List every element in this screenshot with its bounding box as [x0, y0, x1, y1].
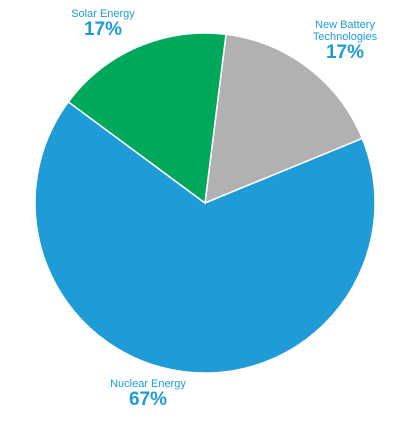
pie-slice — [67, 32, 227, 205]
value-label: 17% — [325, 42, 365, 64]
pie-slice — [204, 33, 364, 205]
value-label: 67% — [128, 389, 168, 411]
category-name: Solar Energy — [71, 8, 135, 20]
category-name: Nuclear Energy — [110, 378, 186, 390]
slice-label: Solar Energy 17% — [43, 8, 163, 41]
value-label: 17% — [83, 19, 123, 41]
slice-label: Nuclear Energy 67% — [78, 378, 218, 411]
slice-label: New Battery Technologies 17% — [290, 19, 400, 64]
category-name: New Battery Technologies — [312, 19, 378, 44]
pie-slice — [34, 100, 376, 374]
